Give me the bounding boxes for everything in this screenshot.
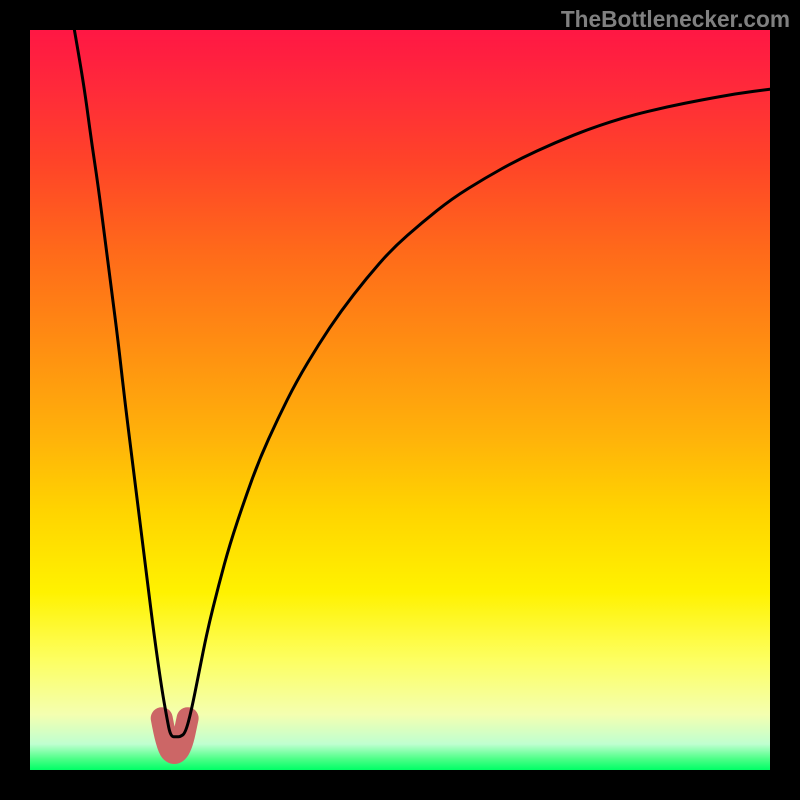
gradient-background — [30, 30, 770, 770]
chart-frame: TheBottlenecker.com — [0, 0, 800, 800]
plot-area — [30, 30, 770, 770]
watermark-text: TheBottlenecker.com — [561, 6, 790, 33]
